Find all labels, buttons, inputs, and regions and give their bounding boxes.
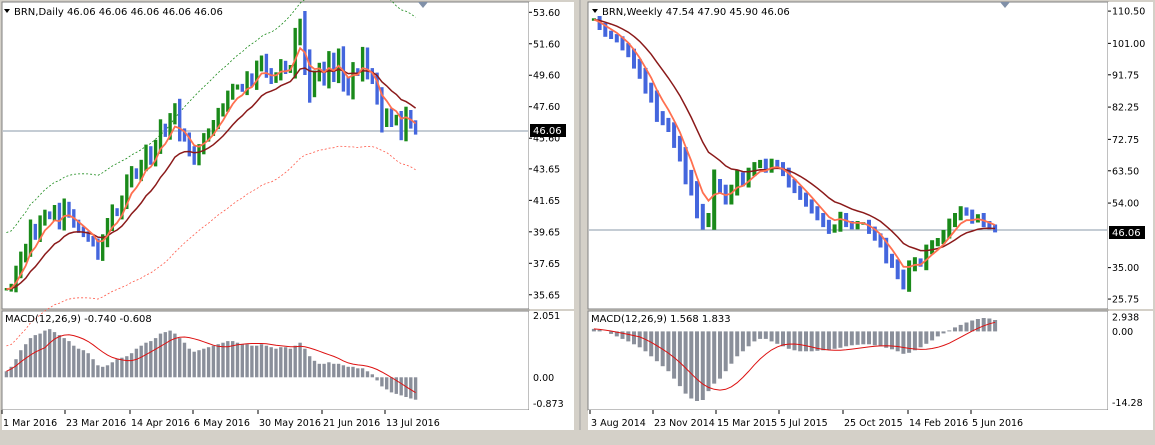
- weekly-macd-axis[interactable]: [1108, 311, 1153, 410]
- daily-collapse-triangle-icon[interactable]: [4, 9, 10, 13]
- weekly-chart-window[interactable]: BRN,Weekly 47.54 47.90 45.90 46.06 MACD(…: [587, 1, 1153, 430]
- slow-moving-average-line: [593, 18, 996, 252]
- macd-tick-label: -14.28: [1112, 398, 1143, 409]
- price-tick-label: 39.65: [533, 227, 560, 238]
- daily-time-axis[interactable]: [2, 410, 574, 430]
- price-tick-label: 53.60: [533, 8, 560, 19]
- date-tick-label: 1 Mar 2016: [3, 418, 57, 429]
- date-tick-label: 30 May 2016: [259, 418, 321, 429]
- daily-shift-marker-icon[interactable]: [418, 2, 428, 8]
- daily-date-tick-labels: 1 Mar 2016 23 Mar 2016 14 Apr 2016 6 May 20…: [1, 410, 440, 429]
- macd-signal-line: [6, 334, 416, 394]
- daily-price-pane[interactable]: [1, 1, 530, 310]
- weekly-macd-label: MACD(12,26,9) 1.568 1.833: [591, 314, 731, 325]
- weekly-chart-label: BRN,Weekly 47.54 47.90 45.90 46.06: [602, 7, 790, 18]
- price-tick-label: 101.00: [1112, 39, 1145, 50]
- bottom-status-strip: [0, 430, 1155, 445]
- macd-tick-label: 2.051: [533, 311, 560, 322]
- price-tick-label: 51.60: [533, 39, 560, 50]
- weekly-price-pane[interactable]: [587, 1, 1109, 310]
- weekly-collapse-triangle-icon[interactable]: [592, 9, 598, 13]
- date-tick-label: 5 Jul 2015: [780, 418, 828, 429]
- weekly-date-tick-labels: 3 Aug 2014 23 Nov 2014 15 Mar 2015 5 Jul 20…: [589, 410, 1023, 429]
- price-tick-label: 110.50: [1112, 7, 1145, 18]
- weekly-current-price-text: 46.06: [1112, 228, 1141, 239]
- daily-price-tick-labels: 53.60 51.60 49.60 47.60 45.60 43.65 41.65 39.65…: [529, 8, 560, 301]
- macd-tick-label: 0.00: [1112, 327, 1133, 338]
- price-tick-label: 49.60: [533, 71, 560, 82]
- price-tick-label: 43.65: [533, 164, 560, 175]
- date-tick-label: 13 Jul 2016: [386, 418, 440, 429]
- lower-envelope-line: [6, 145, 416, 347]
- daily-chart-label: BRN,Daily 46.06 46.06 46.06 46.06 46.06: [14, 7, 223, 18]
- fast-moving-average-line: [593, 18, 996, 268]
- upper-envelope-line: [6, 0, 416, 233]
- macd-signal-line: [593, 321, 996, 391]
- price-tick-label: 54.00: [1112, 199, 1139, 210]
- weekly-macd-pane[interactable]: [587, 310, 1109, 411]
- price-tick-label: 37.65: [533, 259, 560, 270]
- price-tick-label: 25.75: [1112, 295, 1139, 306]
- price-tick-label: 41.65: [533, 196, 560, 207]
- window-divider[interactable]: [576, 0, 588, 445]
- date-tick-label: 14 Feb 2016: [909, 418, 968, 429]
- date-tick-label: 23 Nov 2014: [654, 418, 715, 429]
- price-tick-label: 35.00: [1112, 263, 1139, 274]
- daily-macd-axis[interactable]: [529, 311, 574, 410]
- weekly-macd-tick-labels: 2.938 0.00 -14.28: [1112, 312, 1143, 409]
- macd-tick-label: 0.00: [533, 373, 554, 384]
- macd-tick-label: 2.938: [1112, 312, 1139, 323]
- slow-moving-average-line: [6, 67, 417, 291]
- price-tick-label: 82.25: [1112, 103, 1139, 114]
- fast-moving-average-line: [6, 46, 417, 291]
- weekly-plot-content: [589, 16, 1107, 401]
- date-tick-label: 21 Jun 2016: [323, 418, 380, 429]
- price-tick-label: 72.75: [1112, 135, 1139, 146]
- weekly-price-tick-labels: 110.50 101.00 91.75 82.25 72.75 63.50 54.00 35.…: [1108, 7, 1145, 306]
- date-tick-label: 6 May 2016: [194, 418, 250, 429]
- weekly-time-axis[interactable]: [588, 410, 1153, 430]
- price-tick-label: 35.65: [533, 290, 560, 301]
- price-tick-label: 91.75: [1112, 70, 1139, 81]
- daily-macd-label: MACD(12,26,9) -0.740 -0.608: [5, 314, 152, 325]
- date-tick-label: 23 Mar 2016: [66, 418, 126, 429]
- daily-current-price-text: 46.06: [533, 126, 562, 137]
- weekly-price-axis[interactable]: [1108, 2, 1153, 309]
- price-tick-label: 45.60: [533, 134, 560, 145]
- date-tick-label: 15 Mar 2015: [717, 418, 777, 429]
- macd-tick-label: -0.873: [533, 399, 564, 410]
- price-tick-label: 63.50: [1112, 166, 1139, 177]
- date-tick-label: 25 Oct 2015: [844, 418, 903, 429]
- price-tick-label: 47.60: [533, 102, 560, 113]
- date-tick-label: 5 Jun 2016: [972, 418, 1023, 429]
- daily-macd-tick-labels: 2.051 0.00 -0.873: [533, 311, 564, 410]
- date-tick-label: 3 Aug 2014: [591, 418, 646, 429]
- daily-price-axis[interactable]: [529, 2, 574, 309]
- daily-current-price-tag: 46.06: [530, 124, 566, 137]
- date-tick-label: 14 Apr 2016: [131, 418, 190, 429]
- weekly-shift-marker-icon[interactable]: [1000, 2, 1010, 8]
- daily-plot-content: [3, 0, 528, 400]
- daily-chart-window[interactable]: BRN,Daily 46.06 46.06 46.06 46.06 46.06 …: [0, 0, 576, 445]
- weekly-current-price-tag: 46.06: [1109, 226, 1145, 239]
